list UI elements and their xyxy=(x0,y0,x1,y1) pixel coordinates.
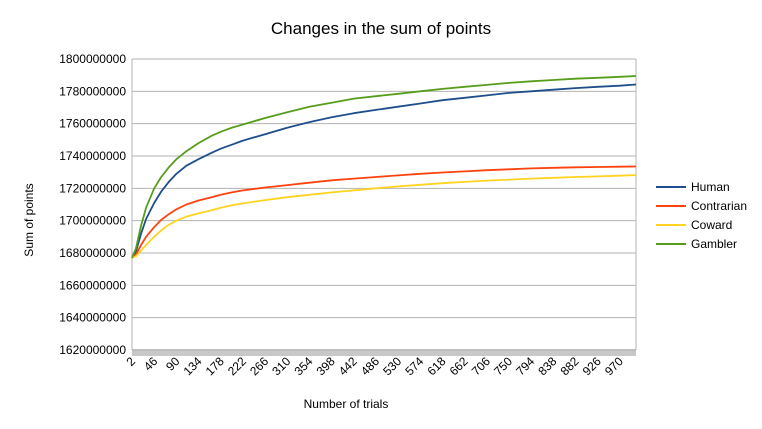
y-tick-label: 1640000000 xyxy=(59,311,126,325)
series-line-gambler xyxy=(131,75,637,259)
x-axis-label: Number of trials xyxy=(304,397,389,411)
y-tick-label: 1700000000 xyxy=(59,214,126,228)
y-tick-label: 1660000000 xyxy=(59,278,126,292)
y-tick-labels: 1620000000 1640000000 1660000000 1680000000… xyxy=(59,52,126,357)
x-axis-band xyxy=(132,349,636,356)
y-tick-label: 1780000000 xyxy=(59,84,126,98)
series-line-human xyxy=(131,83,637,259)
legend-label-human: Human xyxy=(691,180,730,194)
y-tick-label: 1760000000 xyxy=(59,117,126,131)
series-line-coward xyxy=(131,174,637,259)
axes xyxy=(131,59,637,356)
legend-label-gambler: Gambler xyxy=(691,237,737,251)
series-lines xyxy=(131,75,637,259)
y-tick-label: 1680000000 xyxy=(59,246,126,260)
y-tick-label: 1800000000 xyxy=(59,52,126,66)
chart-title: Changes in the sum of points xyxy=(271,19,491,38)
legend-label-coward: Coward xyxy=(691,218,732,232)
legend-label-contrarian: Contrarian xyxy=(691,199,747,213)
legend: Human Contrarian Coward Gambler xyxy=(656,180,747,251)
series-line-contrarian xyxy=(131,165,637,259)
y-tick-label: 1740000000 xyxy=(59,149,126,163)
y-tick-label: 1720000000 xyxy=(59,181,126,195)
y-tick-label: 1620000000 xyxy=(59,343,126,357)
y-axis-label: Sum of points xyxy=(22,183,36,256)
